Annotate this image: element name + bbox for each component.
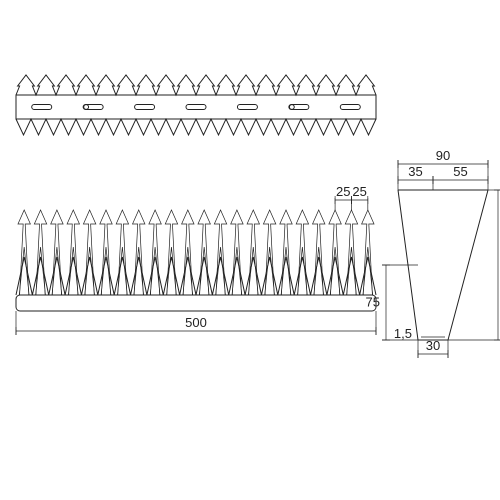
spike-icon	[67, 210, 79, 295]
mounting-slot	[289, 105, 309, 110]
mounting-slot	[340, 105, 360, 110]
svg-text:25: 25	[352, 184, 366, 199]
spike-icon	[214, 210, 226, 295]
svg-text:75: 75	[366, 295, 380, 310]
spike-icon	[116, 210, 128, 295]
spike-icon	[345, 210, 357, 295]
spike-icon	[263, 210, 275, 295]
svg-text:55: 55	[453, 164, 467, 179]
spike-icon	[198, 210, 210, 295]
spike-icon	[182, 210, 194, 295]
spike-icon	[51, 210, 63, 295]
svg-text:1,5: 1,5	[394, 326, 412, 341]
svg-text:35: 35	[408, 164, 422, 179]
spike-icon	[313, 210, 325, 295]
spike-icon	[34, 210, 46, 295]
spike-icon	[149, 210, 161, 295]
spike-icon	[165, 210, 177, 295]
mounting-slot	[237, 105, 257, 110]
spike-icon	[247, 210, 259, 295]
spike-icon	[100, 210, 112, 295]
mounting-slot	[186, 105, 206, 110]
svg-text:30: 30	[426, 338, 440, 353]
mounting-slot	[83, 105, 103, 110]
svg-text:25: 25	[336, 184, 350, 199]
svg-text:90: 90	[436, 148, 450, 163]
spike-icon	[280, 210, 292, 295]
spike-icon	[362, 210, 374, 295]
spike-icon	[296, 210, 308, 295]
spike-icon	[83, 210, 95, 295]
side-view: 2525 500	[16, 184, 376, 335]
spike-icon	[18, 210, 30, 295]
spike-icon	[231, 210, 243, 295]
top-view	[16, 75, 376, 135]
mounting-slot	[135, 105, 155, 110]
spike-icon	[133, 210, 145, 295]
spike-icon	[329, 210, 341, 295]
mounting-slot	[32, 105, 52, 110]
svg-text:500: 500	[185, 315, 207, 330]
section-view: 90355515075301,5	[366, 148, 500, 358]
